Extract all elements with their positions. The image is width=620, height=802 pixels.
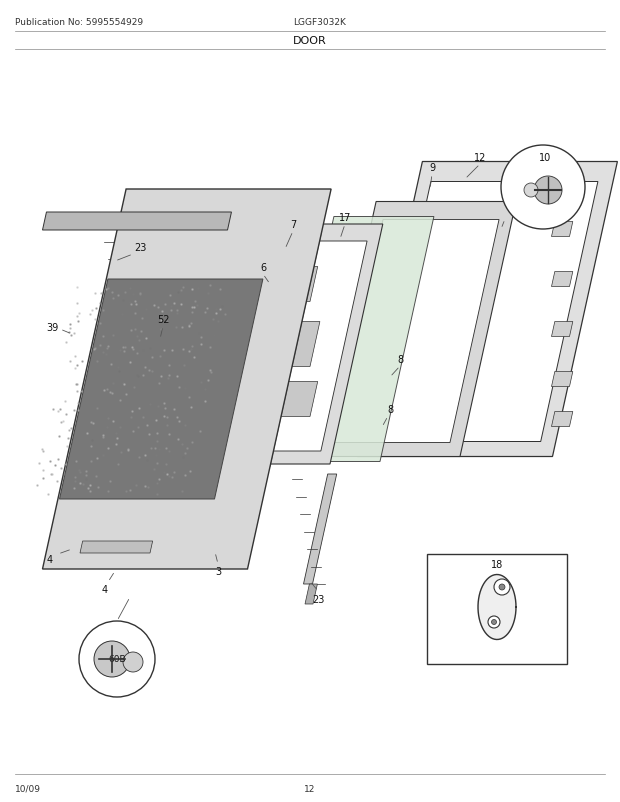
Polygon shape <box>305 585 317 604</box>
Polygon shape <box>280 217 434 462</box>
Polygon shape <box>43 190 331 569</box>
Circle shape <box>488 616 500 628</box>
Circle shape <box>534 176 562 205</box>
FancyBboxPatch shape <box>427 554 567 664</box>
Text: 23: 23 <box>134 243 146 253</box>
Polygon shape <box>304 475 337 585</box>
Polygon shape <box>240 267 317 302</box>
Circle shape <box>501 146 585 229</box>
Polygon shape <box>552 372 573 387</box>
Text: 10: 10 <box>539 153 551 163</box>
Text: 23: 23 <box>312 594 324 604</box>
Polygon shape <box>112 325 125 345</box>
Polygon shape <box>358 162 618 457</box>
Circle shape <box>492 620 497 625</box>
Text: 4: 4 <box>47 554 53 565</box>
Text: 52: 52 <box>157 314 169 325</box>
Polygon shape <box>374 182 598 442</box>
Polygon shape <box>334 221 499 443</box>
Text: eReplacementParts.com: eReplacementParts.com <box>231 424 350 435</box>
Text: 17: 17 <box>339 213 351 223</box>
Text: DOOR: DOOR <box>293 36 327 46</box>
Text: LGGF3032K: LGGF3032K <box>293 18 347 27</box>
Text: 39: 39 <box>46 322 58 333</box>
Text: 6: 6 <box>260 263 266 273</box>
Text: 18: 18 <box>491 559 503 569</box>
Polygon shape <box>220 225 383 464</box>
Text: 60B: 60B <box>108 654 126 664</box>
Polygon shape <box>320 202 516 457</box>
Polygon shape <box>552 412 573 427</box>
Circle shape <box>494 579 510 595</box>
Polygon shape <box>80 541 153 553</box>
Text: 12: 12 <box>474 153 486 163</box>
Text: 8: 8 <box>397 354 403 365</box>
Text: 3: 3 <box>215 566 221 577</box>
Polygon shape <box>240 382 317 417</box>
Text: 9: 9 <box>429 163 435 172</box>
Circle shape <box>123 652 143 672</box>
Polygon shape <box>233 241 367 452</box>
Circle shape <box>79 622 155 697</box>
Polygon shape <box>43 213 231 231</box>
Text: 10/09: 10/09 <box>15 784 41 793</box>
Text: 4: 4 <box>102 585 108 594</box>
Text: 7: 7 <box>290 220 296 229</box>
Polygon shape <box>478 575 516 640</box>
Polygon shape <box>552 222 573 237</box>
Text: DLGGF3032KBA: DLGGF3032KBA <box>461 649 533 658</box>
Polygon shape <box>190 233 322 467</box>
Circle shape <box>524 184 538 198</box>
Text: Publication No: 5995554929: Publication No: 5995554929 <box>15 18 143 27</box>
Circle shape <box>94 642 130 677</box>
Circle shape <box>499 585 505 590</box>
Polygon shape <box>110 215 144 325</box>
Polygon shape <box>60 280 263 500</box>
Text: 8: 8 <box>387 404 393 415</box>
Polygon shape <box>552 272 573 287</box>
Polygon shape <box>552 322 573 337</box>
Polygon shape <box>240 322 320 367</box>
Text: 12: 12 <box>304 784 316 793</box>
